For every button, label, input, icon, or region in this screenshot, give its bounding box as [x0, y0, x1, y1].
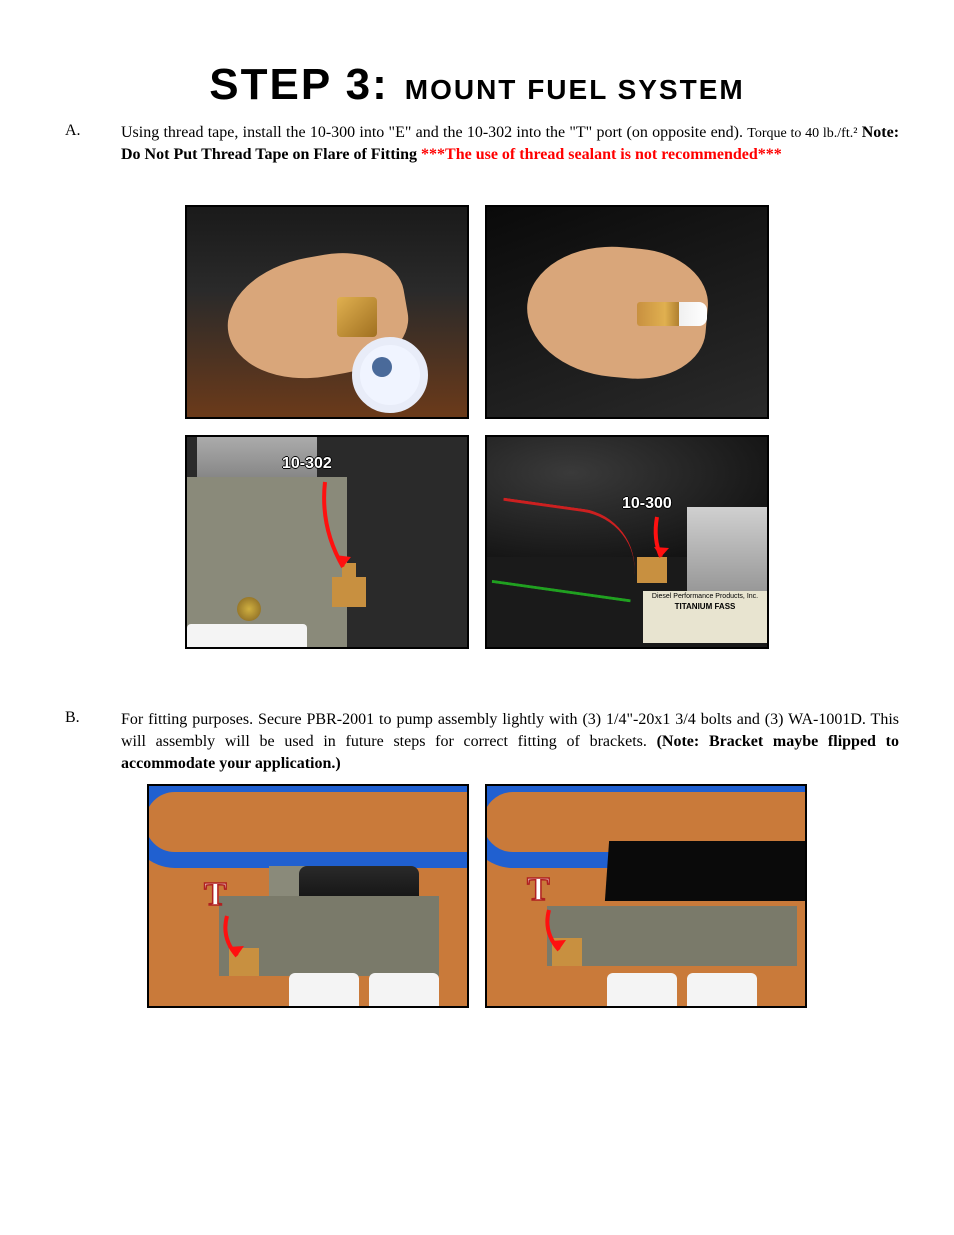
product-plate: Diesel Performance Products, Inc. TITANI…	[643, 591, 767, 643]
photo-taped-fitting	[485, 205, 769, 419]
image-grid-a: 10-302 Diesel Performance Products, Inc.…	[157, 205, 797, 649]
callout-label-t: T	[527, 871, 550, 909]
arrow-icon	[649, 515, 679, 570]
callout-label-t: T	[204, 876, 227, 914]
callout-label-10-300: 10-300	[622, 495, 672, 513]
arrow-icon	[315, 477, 355, 582]
item-b-body: For fitting purposes. Secure PBR-2001 to…	[121, 709, 899, 774]
plate-line-company: Diesel Performance Products, Inc.	[645, 593, 765, 601]
step-title: STEP 3: MOUNT FUEL SYSTEM	[55, 60, 899, 110]
step-subtitle: MOUNT FUEL SYSTEM	[405, 74, 745, 106]
list-item-a: A. Using thread tape, install the 10-300…	[55, 122, 899, 165]
image-row: 10-302 Diesel Performance Products, Inc.…	[157, 435, 797, 649]
item-a-marker: A.	[55, 122, 121, 140]
photo-pump-10-302: 10-302	[185, 435, 469, 649]
item-a-note-warning: ***The use of thread sealant is not reco…	[421, 146, 782, 163]
photo-assembly-no-bracket: T	[147, 784, 469, 1008]
photo-assembly-with-bracket: T	[485, 784, 807, 1008]
list-item-b: B. For fitting purposes. Secure PBR-2001…	[55, 709, 899, 774]
plate-line-product: TITANIUM FASS	[645, 602, 765, 612]
image-row	[157, 205, 797, 419]
arrow-icon	[541, 908, 581, 963]
item-a-body: Using thread tape, install the 10-300 in…	[121, 122, 899, 165]
item-a-text: Using thread tape, install the 10-300 in…	[121, 124, 743, 141]
photo-pump-10-300: Diesel Performance Products, Inc. TITANI…	[485, 435, 769, 649]
step-number: STEP 3:	[209, 60, 388, 110]
photo-thread-tape	[185, 205, 469, 419]
document-page: STEP 3: MOUNT FUEL SYSTEM A. Using threa…	[0, 0, 954, 1068]
item-a-torque: Torque to 40 lb./ft.²	[747, 126, 857, 141]
image-grid-b: T T	[147, 784, 807, 1008]
arrow-icon	[219, 914, 259, 969]
image-row: T T	[147, 784, 807, 1008]
callout-label-10-302: 10-302	[282, 455, 332, 473]
item-b-marker: B.	[55, 709, 121, 727]
